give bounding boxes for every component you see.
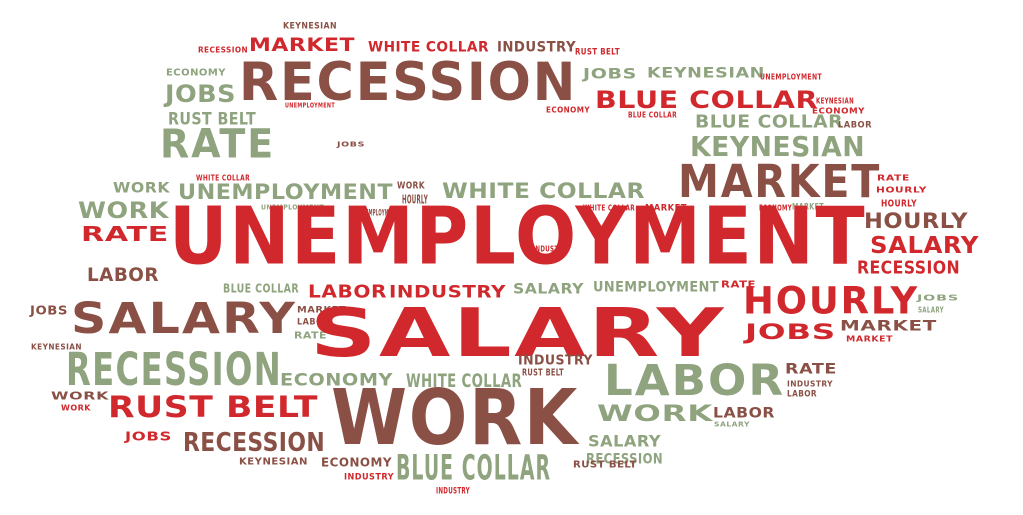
word-rust-belt: RUST BELT bbox=[108, 391, 319, 425]
word-market: MARKET bbox=[645, 203, 687, 214]
word-unemployment: UNEMPLOYMENT bbox=[285, 101, 336, 110]
word-recession: RECESSION bbox=[586, 451, 664, 468]
word-jobs: JOBS bbox=[583, 66, 638, 83]
word-jobs: JOBS bbox=[337, 140, 365, 149]
word-unemployment: UNEMPLOYMENT bbox=[169, 190, 867, 283]
word-market: MARKET bbox=[792, 202, 824, 213]
word-recession: RECESSION bbox=[183, 428, 326, 458]
word-salary: SALARY bbox=[714, 420, 750, 429]
word-work: WORK bbox=[78, 199, 169, 224]
word-keynesian: KEYNESIAN bbox=[239, 456, 308, 468]
word-blue-collar: BLUE COLLAR bbox=[628, 110, 678, 120]
word-unemployment: UNEMPLOYMENT bbox=[593, 279, 720, 296]
word-hourly: HOURLY bbox=[876, 185, 928, 195]
word-labor: LABOR bbox=[308, 281, 387, 303]
word-work: WORK bbox=[51, 389, 110, 403]
word-blue-collar: BLUE COLLAR bbox=[595, 86, 819, 114]
word-industry: INDUSTRY bbox=[497, 39, 577, 56]
word-labor: LABOR bbox=[838, 120, 872, 131]
word-keynesian: KEYNESIAN bbox=[816, 96, 854, 106]
word-hourly: HOURLY bbox=[402, 192, 428, 207]
word-unemployment: UNEMPLOYMENT bbox=[178, 181, 394, 205]
word-market: MARKET bbox=[840, 318, 937, 335]
word-rust-belt: RUST BELT bbox=[575, 47, 621, 58]
word-keynesian: KEYNESIAN bbox=[31, 342, 83, 352]
word-labor: LABOR bbox=[787, 389, 817, 400]
word-keynesian: KEYNESIAN bbox=[283, 21, 337, 32]
word-labor: LABOR bbox=[713, 405, 776, 422]
word-jobs: JOBS bbox=[917, 293, 959, 303]
word-hourly: HOURLY bbox=[881, 198, 917, 210]
word-economy: ECONOMY bbox=[812, 106, 866, 116]
word-labor: LABOR bbox=[604, 355, 786, 406]
word-industry: INDUSTRY bbox=[533, 244, 568, 254]
word-industry: INDUSTRY bbox=[389, 282, 506, 303]
word-market: MARKET bbox=[678, 156, 882, 209]
word-market: MARKET bbox=[297, 305, 347, 316]
word-economy: ECONOMY bbox=[759, 203, 793, 213]
word-jobs: JOBS bbox=[125, 429, 172, 444]
word-salary: SALARY bbox=[588, 431, 662, 451]
word-white-collar: WHITE COLLAR bbox=[583, 203, 636, 213]
word-rate: RATE bbox=[294, 330, 328, 342]
word-unemployment: UNEMPLOYMENT bbox=[261, 203, 325, 212]
word-recession: RECESSION bbox=[66, 344, 283, 397]
word-white-collar: WHITE COLLAR bbox=[406, 369, 523, 392]
word-jobs: JOBS bbox=[30, 303, 69, 318]
word-hourly: HOURLY bbox=[743, 280, 920, 324]
word-keynesian: KEYNESIAN bbox=[690, 130, 866, 163]
word-jobs: JOBS bbox=[745, 321, 836, 345]
word-recession: RECESSION bbox=[239, 51, 578, 114]
word-unemployment: UNEMPLOYMENT bbox=[760, 72, 823, 82]
word-market: MARKET bbox=[846, 334, 894, 344]
word-salary: SALARY bbox=[870, 232, 979, 259]
word-white-collar: WHITE COLLAR bbox=[368, 39, 489, 56]
word-rust-belt: RUST BELT bbox=[573, 459, 637, 471]
word-economy: ECONOMY bbox=[546, 105, 590, 115]
word-hourly: HOURLY bbox=[864, 210, 968, 234]
word-work: WORK bbox=[113, 180, 171, 197]
word-work: WORK bbox=[331, 373, 580, 463]
word-economy: ECONOMY bbox=[321, 455, 392, 470]
word-rate: RATE bbox=[721, 279, 757, 291]
word-industry: INDUSTRY bbox=[518, 353, 593, 369]
word-keynesian: KEYNESIAN bbox=[647, 65, 765, 82]
word-rust-belt: RUST BELT bbox=[168, 109, 257, 130]
word-salary: SALARY bbox=[310, 294, 727, 373]
word-white-collar: WHITE COLLAR bbox=[196, 173, 250, 183]
word-work: WORK bbox=[597, 402, 713, 427]
word-work: WORK bbox=[397, 180, 426, 192]
word-blue-collar: BLUE COLLAR bbox=[396, 447, 552, 489]
word-rate: RATE bbox=[785, 361, 838, 378]
word-labor: LABOR bbox=[87, 263, 159, 286]
word-labor: LABOR bbox=[297, 317, 330, 328]
word-rate: RATE bbox=[81, 223, 170, 246]
word-economy: ECONOMY bbox=[280, 370, 394, 391]
word-rate: RATE bbox=[160, 120, 276, 167]
word-recession: RECESSION bbox=[857, 257, 961, 279]
word-rate: RATE bbox=[877, 173, 910, 183]
word-industry: INDUSTRY bbox=[787, 379, 834, 389]
word-white-collar: WHITE COLLAR bbox=[442, 180, 645, 204]
word-economy: ECONOMY bbox=[166, 67, 226, 79]
word-industry: INDUSTRY bbox=[344, 472, 394, 483]
word-recession: RECESSION bbox=[198, 45, 248, 55]
word-blue-collar: BLUE COLLAR bbox=[223, 281, 300, 296]
word-unemployment: UNEMPLOYMENT bbox=[359, 208, 399, 219]
word-industry: INDUSTRY bbox=[436, 486, 471, 497]
word-salary: SALARY bbox=[918, 305, 944, 315]
word-salary: SALARY bbox=[71, 293, 298, 344]
word-jobs: JOBS bbox=[165, 80, 236, 108]
word-salary: SALARY bbox=[513, 281, 585, 298]
word-market: MARKET bbox=[249, 33, 356, 56]
word-blue-collar: BLUE COLLAR bbox=[695, 111, 844, 133]
word-rust-belt: RUST BELT bbox=[522, 367, 565, 379]
word-work: WORK bbox=[61, 403, 92, 413]
